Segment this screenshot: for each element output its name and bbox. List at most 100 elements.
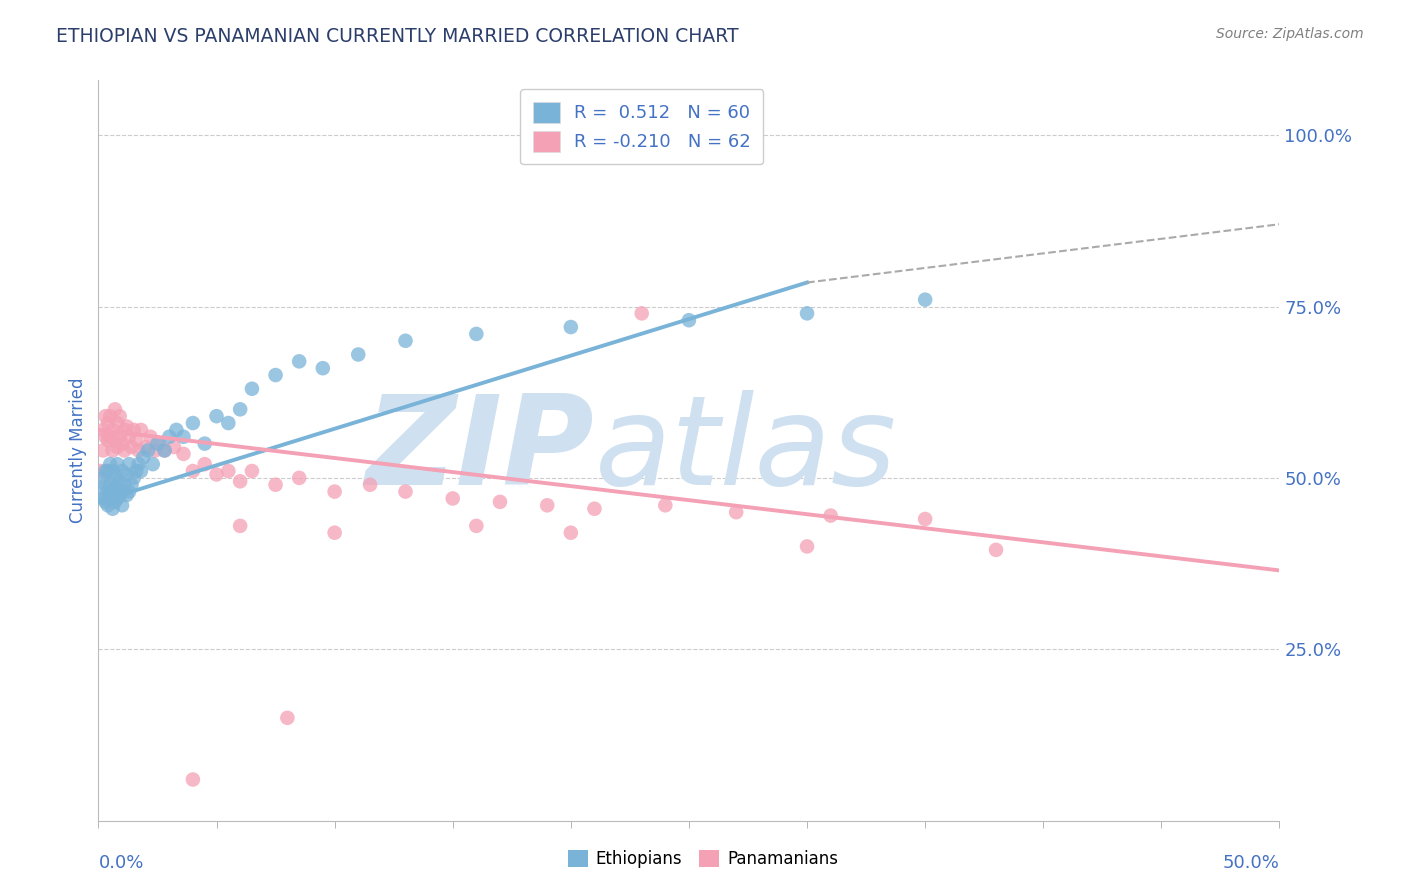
- Point: [108, 409, 131, 424]
- Point: [536, 498, 558, 512]
- Point: [146, 436, 169, 450]
- Point: [104, 495, 127, 509]
- Point: [105, 477, 128, 491]
- Point: [108, 430, 131, 444]
- Point: [122, 471, 145, 485]
- Point: [217, 416, 239, 430]
- Point: [121, 440, 143, 454]
- Point: [323, 484, 346, 499]
- Point: [796, 306, 818, 320]
- Point: [264, 368, 287, 382]
- Point: [149, 436, 172, 450]
- Point: [165, 423, 187, 437]
- Point: [94, 430, 117, 444]
- Point: [181, 416, 204, 430]
- Point: [217, 464, 239, 478]
- Point: [194, 457, 217, 471]
- Point: [229, 475, 252, 489]
- Point: [108, 475, 131, 489]
- Point: [97, 484, 120, 499]
- Point: [125, 433, 148, 447]
- Point: [796, 540, 818, 554]
- Point: [101, 464, 124, 478]
- Point: [101, 501, 124, 516]
- Point: [111, 464, 134, 478]
- Point: [560, 320, 582, 334]
- Point: [725, 505, 748, 519]
- Point: [112, 477, 135, 491]
- Point: [264, 477, 287, 491]
- Point: [240, 464, 263, 478]
- Point: [678, 313, 700, 327]
- Point: [157, 430, 180, 444]
- Point: [654, 498, 676, 512]
- Point: [153, 443, 176, 458]
- Point: [98, 477, 121, 491]
- Text: atlas: atlas: [595, 390, 897, 511]
- Point: [91, 491, 114, 506]
- Point: [583, 501, 606, 516]
- Point: [112, 423, 135, 437]
- Point: [111, 498, 134, 512]
- Point: [112, 443, 135, 458]
- Point: [105, 457, 128, 471]
- Point: [229, 519, 252, 533]
- Point: [118, 430, 141, 444]
- Point: [143, 443, 166, 458]
- Point: [560, 525, 582, 540]
- Point: [394, 484, 416, 499]
- Point: [153, 443, 176, 458]
- Point: [105, 416, 128, 430]
- Point: [115, 419, 138, 434]
- Point: [97, 498, 120, 512]
- Point: [91, 423, 114, 437]
- Point: [111, 484, 134, 499]
- Point: [97, 464, 120, 478]
- Point: [132, 450, 155, 465]
- Text: ZIP: ZIP: [366, 390, 595, 511]
- Point: [181, 772, 204, 787]
- Point: [205, 409, 228, 424]
- Y-axis label: Currently Married: Currently Married: [69, 377, 87, 524]
- Point: [104, 467, 127, 482]
- Point: [135, 440, 157, 454]
- Point: [347, 347, 370, 361]
- Legend: R =  0.512   N = 60, R = -0.210   N = 62: R = 0.512 N = 60, R = -0.210 N = 62: [520, 89, 763, 164]
- Point: [105, 440, 128, 454]
- Point: [115, 488, 138, 502]
- Point: [129, 464, 152, 478]
- Point: [240, 382, 263, 396]
- Point: [465, 519, 488, 533]
- Point: [91, 443, 114, 458]
- Point: [94, 409, 117, 424]
- Point: [118, 457, 141, 471]
- Point: [312, 361, 335, 376]
- Point: [914, 293, 936, 307]
- Point: [125, 464, 148, 478]
- Point: [104, 402, 127, 417]
- Point: [465, 326, 488, 341]
- Point: [136, 443, 159, 458]
- Point: [229, 402, 252, 417]
- Point: [394, 334, 416, 348]
- Point: [94, 495, 117, 509]
- Point: [98, 491, 121, 506]
- Point: [489, 495, 512, 509]
- Point: [101, 484, 124, 499]
- Point: [163, 440, 186, 454]
- Point: [172, 447, 194, 461]
- Text: 50.0%: 50.0%: [1223, 854, 1279, 872]
- Point: [98, 409, 121, 424]
- Point: [288, 471, 311, 485]
- Point: [128, 443, 150, 458]
- Point: [97, 433, 120, 447]
- Point: [288, 354, 311, 368]
- Point: [90, 484, 112, 499]
- Point: [104, 433, 127, 447]
- Point: [181, 464, 204, 478]
- Point: [276, 711, 298, 725]
- Point: [98, 430, 121, 444]
- Point: [104, 481, 127, 495]
- Point: [359, 477, 381, 491]
- Point: [205, 467, 228, 482]
